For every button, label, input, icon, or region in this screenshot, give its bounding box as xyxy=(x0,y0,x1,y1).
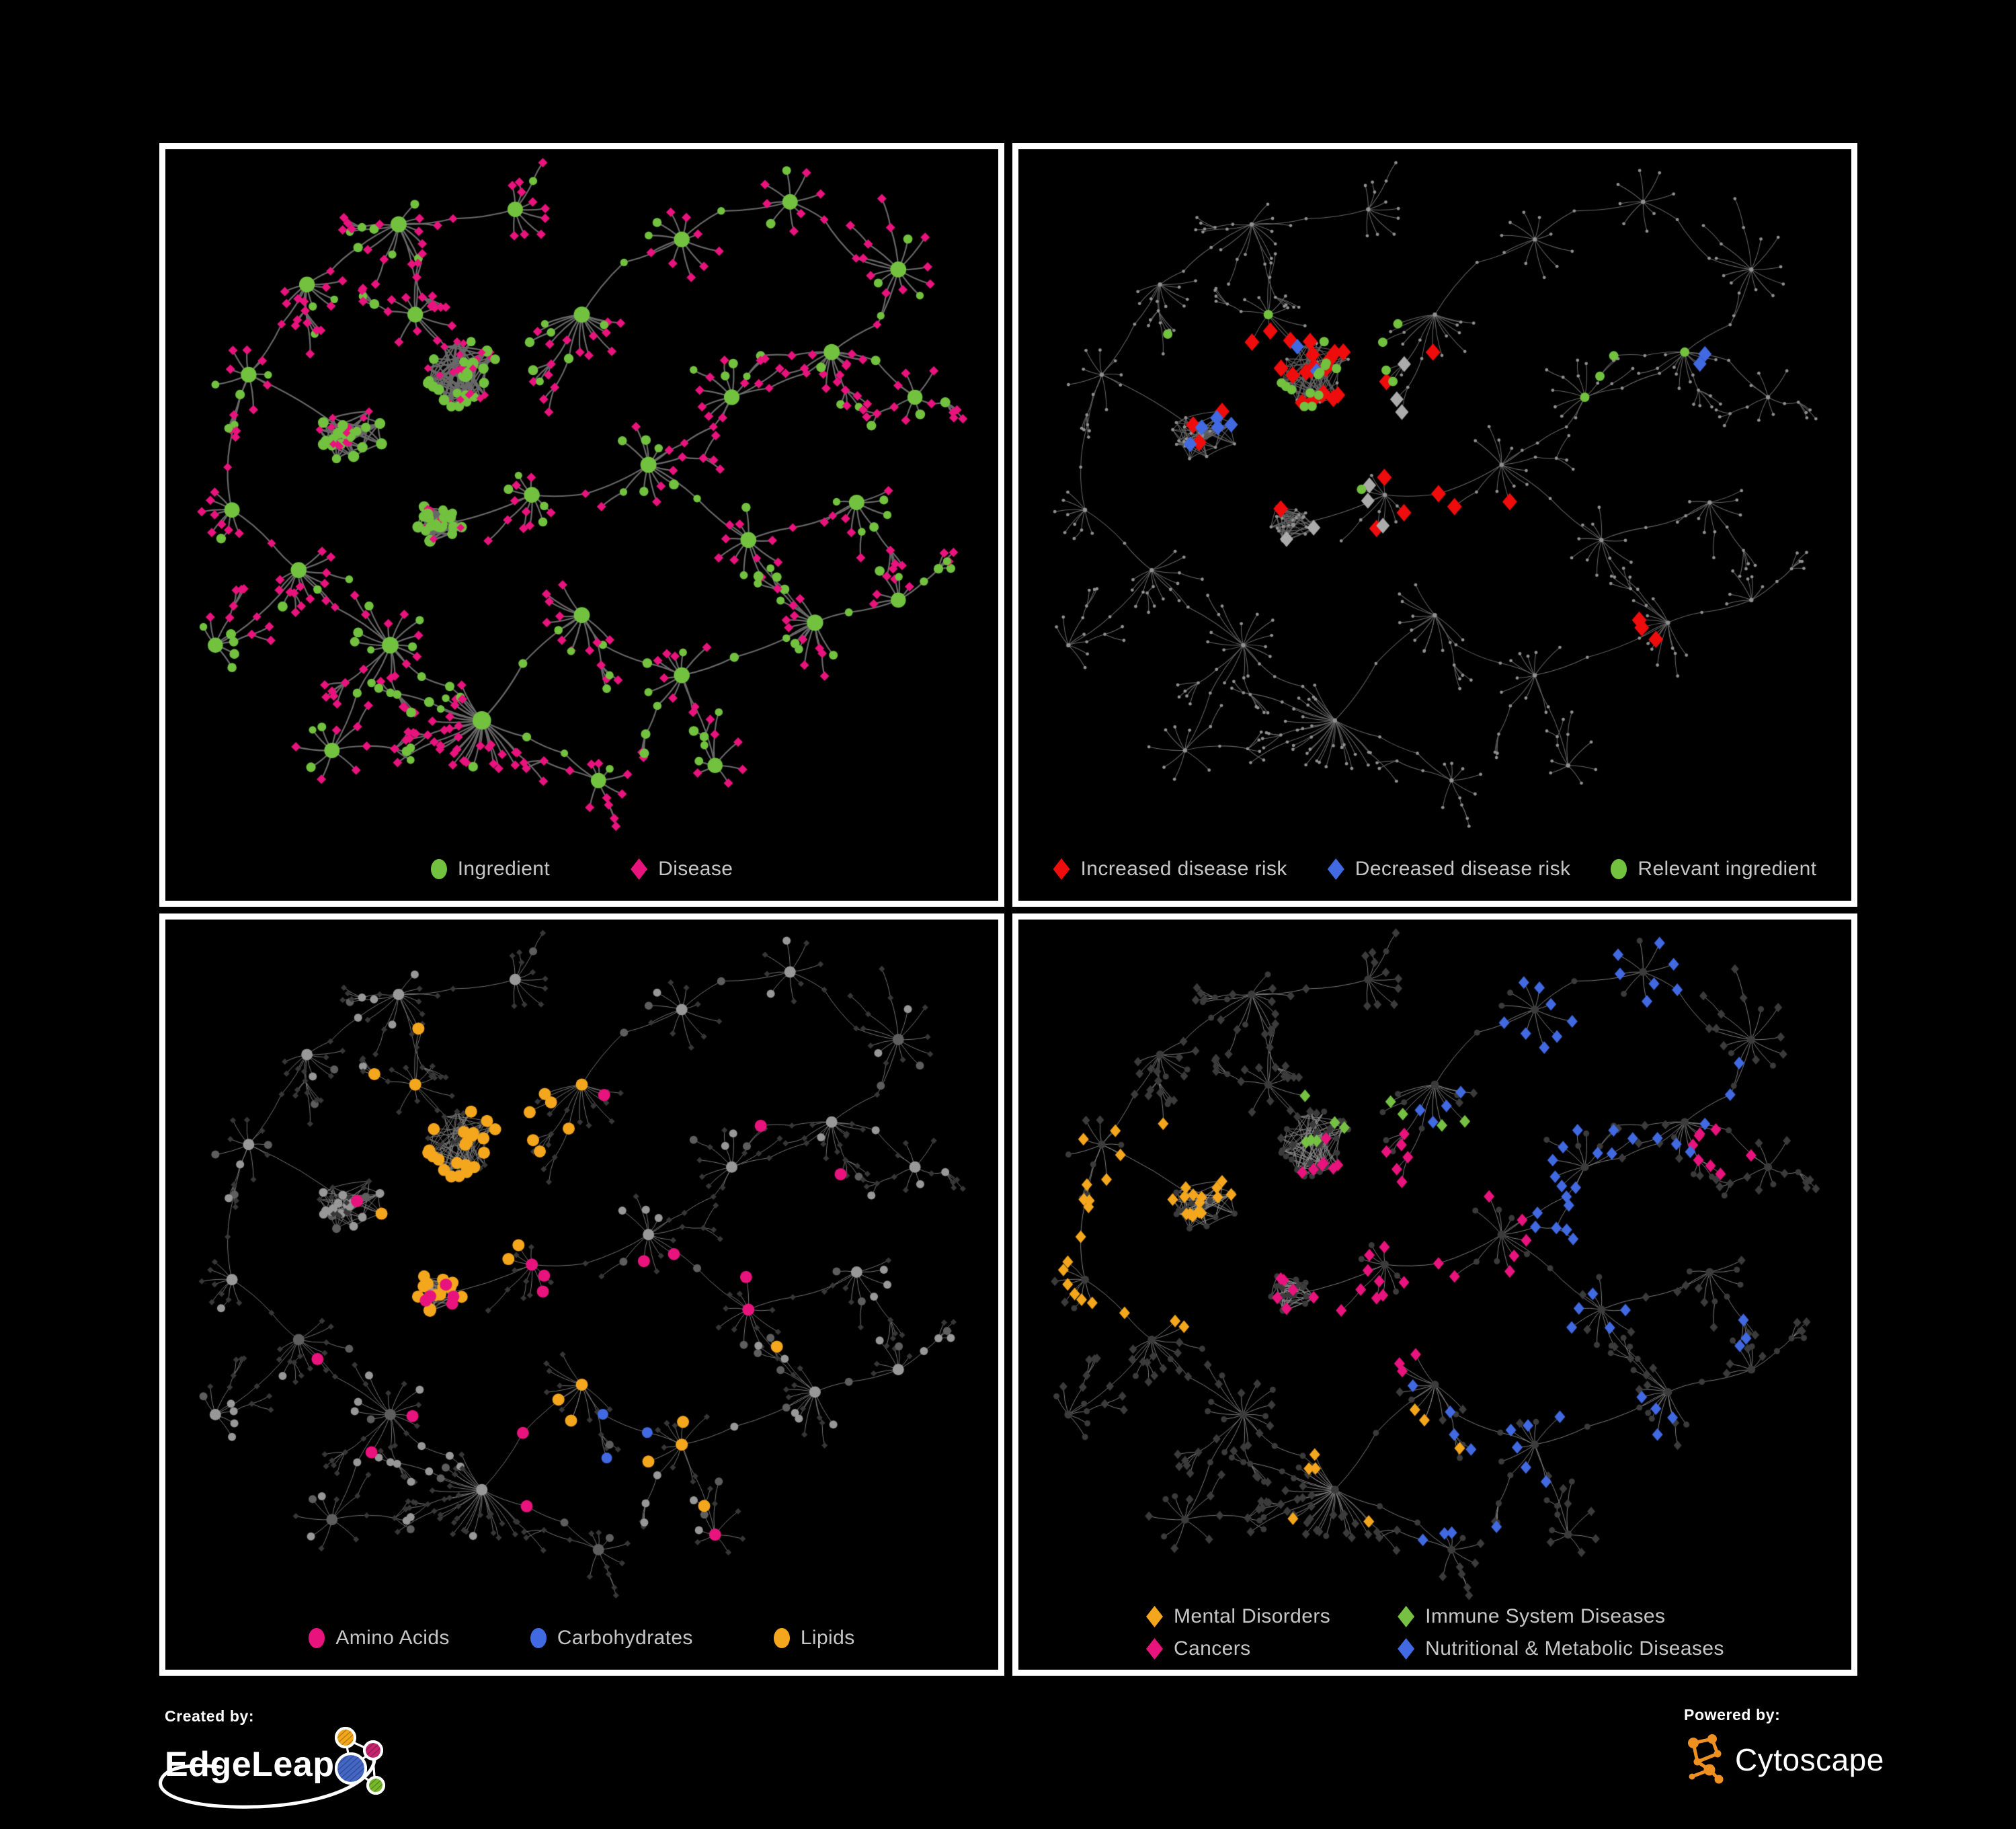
legend-item: Immune System Diseases xyxy=(1398,1605,1724,1628)
network-canvas-disease-risk xyxy=(1018,149,1851,901)
network-canvas-disease-categories xyxy=(1018,920,1851,1670)
edgeleap-logo: EdgeLeap xyxy=(159,1727,487,1809)
immune-diseases-diamond-icon xyxy=(1398,1606,1415,1627)
panel-ingredient-disease: Ingredient Disease xyxy=(159,143,1004,907)
mental-disorders-diamond-icon xyxy=(1146,1606,1163,1627)
legend-label: Nutritional & Metabolic Diseases xyxy=(1425,1637,1724,1660)
edgeleap-logo-icon xyxy=(335,1727,385,1795)
legend-item: Nutritional & Metabolic Diseases xyxy=(1398,1637,1724,1660)
created-by-label: Created by: xyxy=(165,1707,255,1725)
legend-label: Cancers xyxy=(1174,1637,1251,1660)
legend-label: Mental Disorders xyxy=(1174,1605,1331,1627)
powered-by-label: Powered by: xyxy=(1684,1706,1781,1723)
panel-disease-categories: Mental Disorders Immune System Diseases … xyxy=(1012,913,1857,1676)
network-canvas-macronutrients xyxy=(165,920,998,1670)
cytoscape-logo: Cytoscape xyxy=(1684,1732,1993,1787)
legend-disease-categories: Mental Disorders Immune System Diseases … xyxy=(1146,1605,1724,1660)
created-by-block: Created by: EdgeLeap xyxy=(159,1707,487,1815)
powered-by-block: Powered by: Cytoscape xyxy=(1684,1706,1993,1800)
legend-item: Cancers xyxy=(1146,1637,1330,1660)
network-canvas-ingredient-disease xyxy=(165,149,998,901)
cytoscape-logo-text: Cytoscape xyxy=(1735,1742,1884,1777)
panel-disease-risk: Increased disease risk Decreased disease… xyxy=(1012,143,1857,907)
nutritional-diseases-diamond-icon xyxy=(1398,1638,1415,1660)
panel-macronutrients: Amino Acids Carbohydrates Lipids xyxy=(159,913,1004,1676)
edgeleap-logo-text: EdgeLeap xyxy=(165,1745,335,1784)
legend-label: Immune System Diseases xyxy=(1425,1605,1666,1627)
cytoscape-logo-icon xyxy=(1688,1734,1724,1784)
legend-item: Mental Disorders xyxy=(1146,1605,1330,1628)
cancers-diamond-icon xyxy=(1146,1638,1163,1660)
